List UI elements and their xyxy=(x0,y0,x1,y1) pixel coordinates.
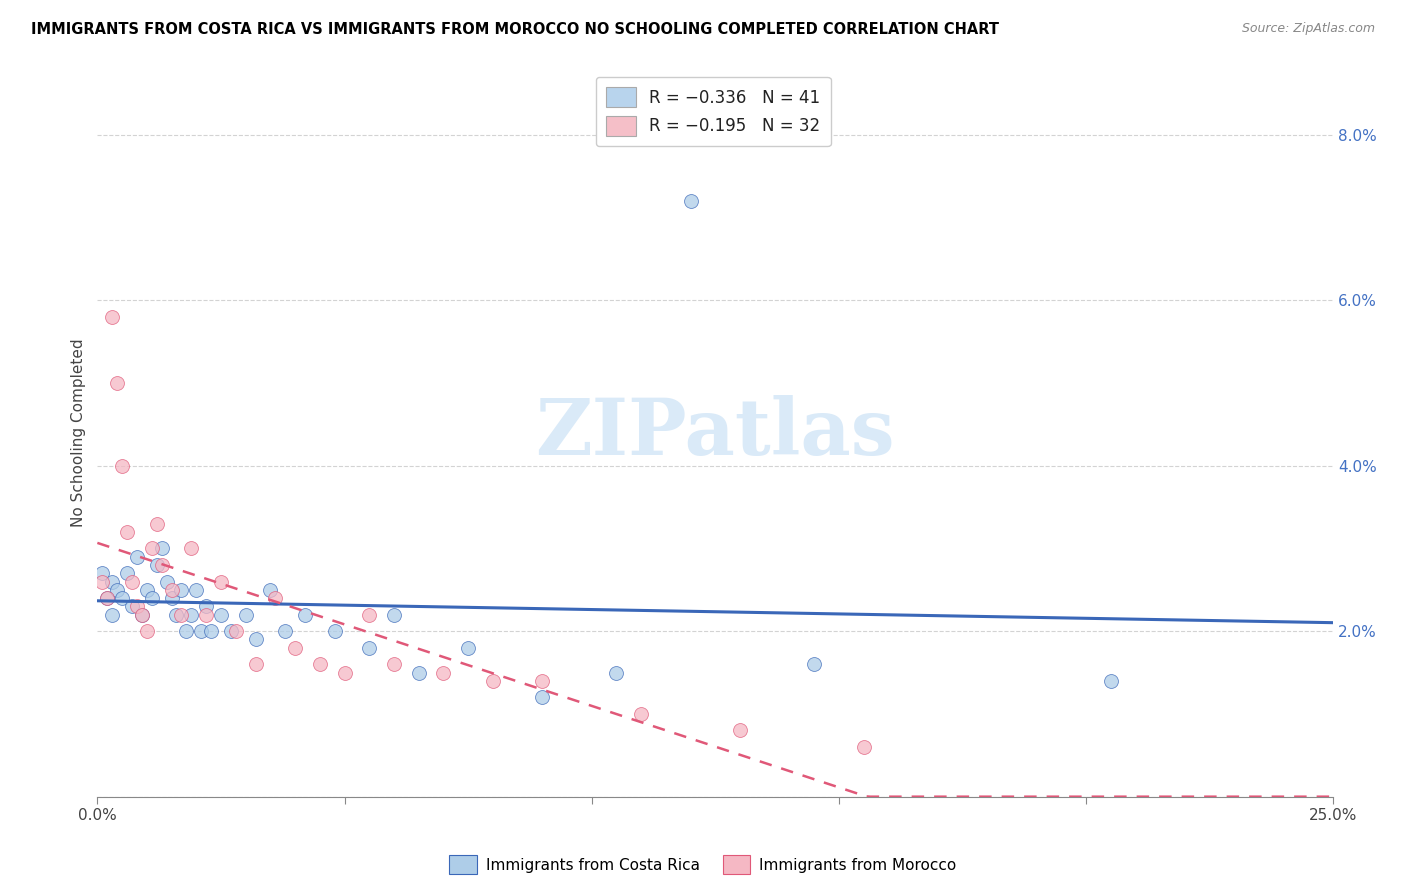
Point xyxy=(308,657,330,672)
Point xyxy=(101,310,124,324)
Legend: R = −0.336   N = 41, R = −0.195   N = 32: R = −0.336 N = 41, R = −0.195 N = 32 xyxy=(596,77,831,146)
Point xyxy=(245,632,267,647)
Point xyxy=(679,194,702,208)
Point xyxy=(259,582,281,597)
Point xyxy=(482,673,505,688)
Point xyxy=(91,574,114,589)
Point xyxy=(225,624,247,639)
Point xyxy=(160,582,183,597)
Point xyxy=(245,657,267,672)
Point xyxy=(200,624,222,639)
Point xyxy=(209,574,232,589)
Point xyxy=(457,640,479,655)
Point xyxy=(359,640,381,655)
Point xyxy=(170,582,193,597)
Y-axis label: No Schooling Completed: No Schooling Completed xyxy=(72,338,86,527)
Point xyxy=(131,607,153,622)
Point xyxy=(180,607,202,622)
Point xyxy=(155,574,177,589)
Point xyxy=(195,607,218,622)
Point xyxy=(294,607,316,622)
Text: ZIPatlas: ZIPatlas xyxy=(536,394,896,471)
Point xyxy=(150,541,173,556)
Point xyxy=(333,665,356,680)
Point xyxy=(531,690,554,705)
Point xyxy=(219,624,242,639)
Text: Source: ZipAtlas.com: Source: ZipAtlas.com xyxy=(1241,22,1375,36)
Point xyxy=(141,541,163,556)
Point xyxy=(125,599,148,614)
Point xyxy=(284,640,307,655)
Point xyxy=(432,665,454,680)
Point xyxy=(115,524,138,539)
Point xyxy=(96,591,118,606)
Point xyxy=(145,516,167,531)
Legend: Immigrants from Costa Rica, Immigrants from Morocco: Immigrants from Costa Rica, Immigrants f… xyxy=(443,849,963,880)
Point xyxy=(115,566,138,581)
Point xyxy=(145,558,167,572)
Point xyxy=(630,706,652,721)
Point xyxy=(96,591,118,606)
Point xyxy=(180,541,202,556)
Point xyxy=(803,657,825,672)
Point xyxy=(605,665,627,680)
Point xyxy=(105,582,128,597)
Point xyxy=(135,582,157,597)
Point xyxy=(728,723,751,738)
Point xyxy=(170,607,193,622)
Point xyxy=(165,607,187,622)
Point xyxy=(111,458,134,473)
Point xyxy=(101,574,124,589)
Point xyxy=(531,673,554,688)
Point xyxy=(135,624,157,639)
Point xyxy=(176,624,198,639)
Text: IMMIGRANTS FROM COSTA RICA VS IMMIGRANTS FROM MOROCCO NO SCHOOLING COMPLETED COR: IMMIGRANTS FROM COSTA RICA VS IMMIGRANTS… xyxy=(31,22,998,37)
Point xyxy=(359,607,381,622)
Point xyxy=(190,624,212,639)
Point xyxy=(1099,673,1122,688)
Point xyxy=(121,599,143,614)
Point xyxy=(209,607,232,622)
Point xyxy=(195,599,218,614)
Point xyxy=(160,591,183,606)
Point xyxy=(382,607,405,622)
Point xyxy=(131,607,153,622)
Point xyxy=(235,607,257,622)
Point xyxy=(186,582,208,597)
Point xyxy=(264,591,287,606)
Point xyxy=(91,566,114,581)
Point xyxy=(323,624,346,639)
Point xyxy=(125,549,148,564)
Point xyxy=(408,665,430,680)
Point xyxy=(105,376,128,390)
Point xyxy=(382,657,405,672)
Point xyxy=(111,591,134,606)
Point xyxy=(141,591,163,606)
Point xyxy=(852,739,875,754)
Point xyxy=(121,574,143,589)
Point xyxy=(101,607,124,622)
Point xyxy=(274,624,297,639)
Point xyxy=(150,558,173,572)
